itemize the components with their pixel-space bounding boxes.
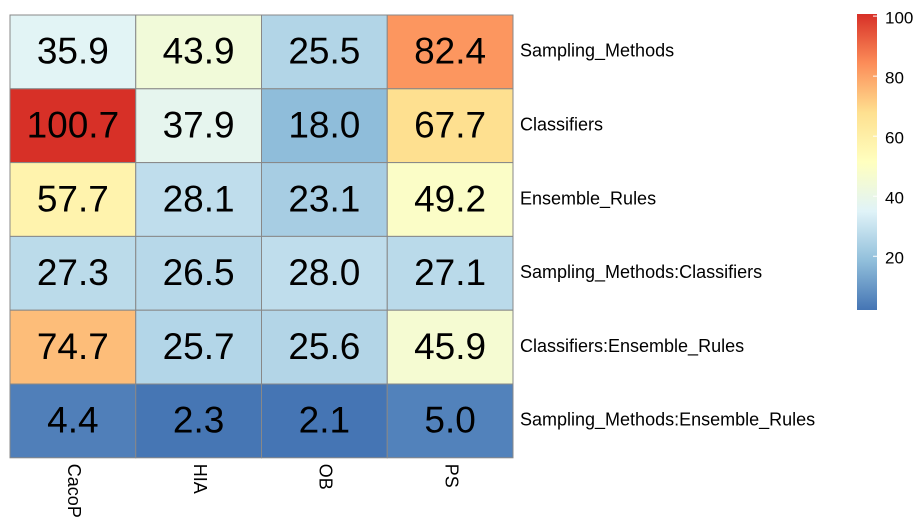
heatmap-cell	[135, 14, 262, 90]
cell-label: 43.9	[163, 31, 235, 72]
cell-label: 100.7	[27, 104, 120, 145]
cell-label: 2.1	[299, 400, 350, 441]
colorbar-tick-label: 80	[885, 69, 904, 88]
row-label: Classifiers:Ensemble_Rules	[520, 336, 744, 357]
cell-label: 25.7	[163, 326, 235, 367]
colorbar-tick-label: 20	[885, 249, 904, 268]
cell-label: 74.7	[37, 326, 109, 367]
cell-label: 5.0	[424, 400, 475, 441]
heatmap-cell	[135, 309, 262, 385]
heatmap-cell	[386, 88, 514, 164]
colorbar	[857, 14, 877, 310]
cell-label: 82.4	[414, 31, 486, 72]
cell-label: 25.5	[288, 31, 360, 72]
cell-label: 23.1	[288, 178, 360, 219]
heatmap-cell	[9, 383, 137, 459]
heatmap-cell	[386, 383, 514, 459]
heatmap-cell	[261, 383, 388, 459]
cell-label: 26.5	[163, 252, 235, 293]
column-label: PS	[441, 464, 461, 488]
heatmap-cell	[9, 14, 137, 90]
cell-label: 37.9	[163, 104, 235, 145]
heatmap-cell	[386, 162, 514, 237]
cell-label: 28.1	[163, 178, 235, 219]
heatmap-cell	[9, 309, 137, 385]
colorbar-tick-label: 100	[885, 9, 913, 28]
row-label: Ensemble_Rules	[520, 188, 656, 209]
row-label: Classifiers	[520, 114, 603, 134]
cell-label: 27.1	[414, 252, 486, 293]
row-label: Sampling_Methods:Ensemble_Rules	[520, 410, 815, 431]
column-label: CacoP	[64, 464, 84, 518]
heatmap-cell	[135, 383, 262, 459]
heatmap-cell	[135, 162, 262, 237]
row-label: Sampling_Methods:Classifiers	[520, 262, 762, 283]
cell-label: 35.9	[37, 31, 109, 72]
colorbar-tick-label: 40	[885, 189, 904, 208]
cell-label: 18.0	[288, 104, 360, 145]
heatmap-cell	[261, 309, 388, 385]
heatmap-cell	[386, 309, 514, 385]
heatmap-cell	[9, 235, 137, 311]
cell-label: 45.9	[414, 326, 486, 367]
cell-label: 67.7	[414, 104, 486, 145]
column-label: HIA	[190, 464, 210, 494]
heatmap-cell	[135, 88, 262, 164]
heatmap-cell	[386, 235, 514, 311]
heatmap-cell	[135, 235, 262, 311]
heatmap-cell	[386, 14, 514, 90]
heatmap-cell	[261, 235, 388, 311]
cell-label: 49.2	[414, 178, 486, 219]
cell-label: 57.7	[37, 178, 109, 219]
cell-label: 28.0	[288, 252, 360, 293]
cell-label: 2.3	[173, 400, 224, 441]
cell-label: 4.4	[47, 400, 98, 441]
row-label: Sampling_Methods	[520, 41, 674, 62]
column-label: OB	[316, 464, 336, 490]
colorbar-tick-label: 60	[885, 129, 904, 148]
heatmap-cell	[9, 88, 137, 164]
heatmap-cell	[261, 14, 388, 90]
cell-label: 27.3	[37, 252, 109, 293]
cell-label: 25.6	[288, 326, 360, 367]
